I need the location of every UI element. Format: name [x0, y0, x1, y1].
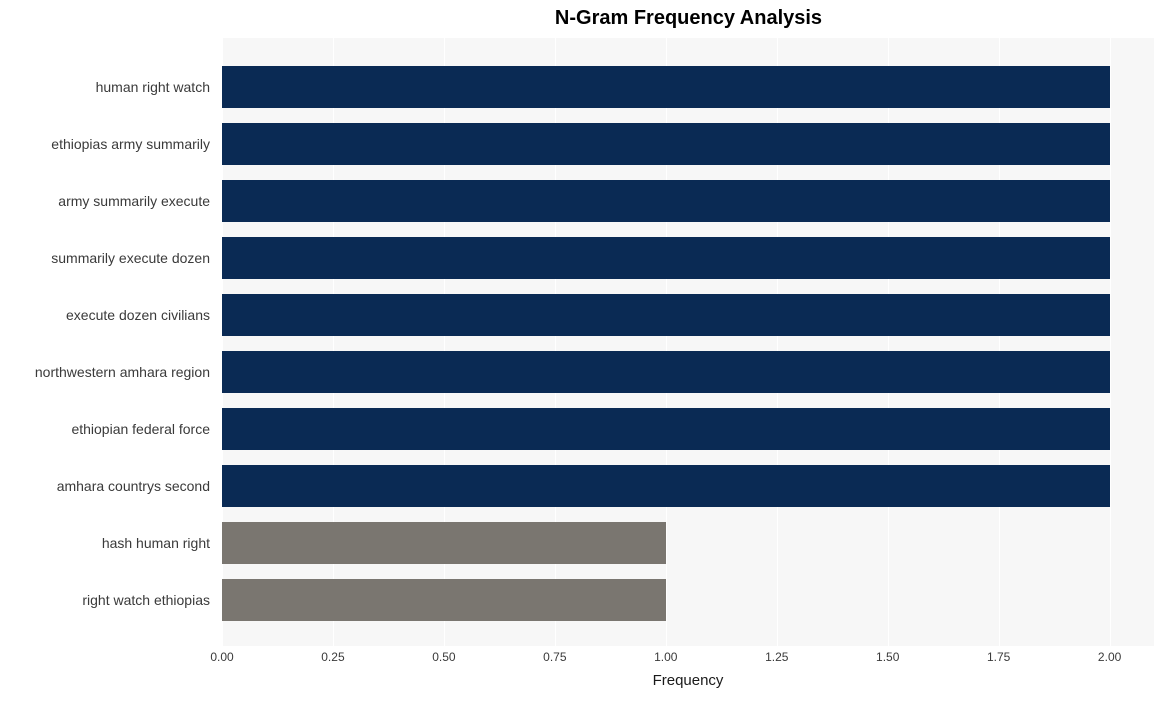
x-axis-label: Frequency [222, 672, 1154, 689]
y-tick-label: amhara countrys second [0, 465, 215, 507]
y-tick-label: human right watch [0, 66, 215, 108]
bar [222, 579, 666, 621]
x-tick-label: 1.75 [987, 650, 1010, 664]
plot-area [222, 38, 1154, 646]
bar [222, 351, 1110, 393]
grid-line [1110, 38, 1111, 646]
x-tick-label: 0.50 [432, 650, 455, 664]
x-tick-label: 0.25 [321, 650, 344, 664]
y-tick-label: army summarily execute [0, 180, 215, 222]
bar [222, 465, 1110, 507]
x-tick-label: 1.50 [876, 650, 899, 664]
ngram-frequency-chart: N-Gram Frequency Analysis Frequency 0.00… [0, 0, 1163, 701]
x-tick-label: 0.00 [210, 650, 233, 664]
bar [222, 180, 1110, 222]
bar [222, 522, 666, 564]
y-tick-label: hash human right [0, 522, 215, 564]
chart-title: N-Gram Frequency Analysis [222, 7, 1155, 30]
y-tick-label: northwestern amhara region [0, 351, 215, 393]
y-tick-label: ethiopias army summarily [0, 123, 215, 165]
bar [222, 294, 1110, 336]
bar [222, 408, 1110, 450]
y-tick-label: ethiopian federal force [0, 408, 215, 450]
bar [222, 237, 1110, 279]
y-tick-label: execute dozen civilians [0, 294, 215, 336]
x-tick-label: 0.75 [543, 650, 566, 664]
bar [222, 66, 1110, 108]
y-tick-label: right watch ethiopias [0, 579, 215, 621]
y-tick-label: summarily execute dozen [0, 237, 215, 279]
x-tick-label: 1.25 [765, 650, 788, 664]
bar [222, 123, 1110, 165]
x-tick-label: 2.00 [1098, 650, 1121, 664]
x-tick-label: 1.00 [654, 650, 677, 664]
